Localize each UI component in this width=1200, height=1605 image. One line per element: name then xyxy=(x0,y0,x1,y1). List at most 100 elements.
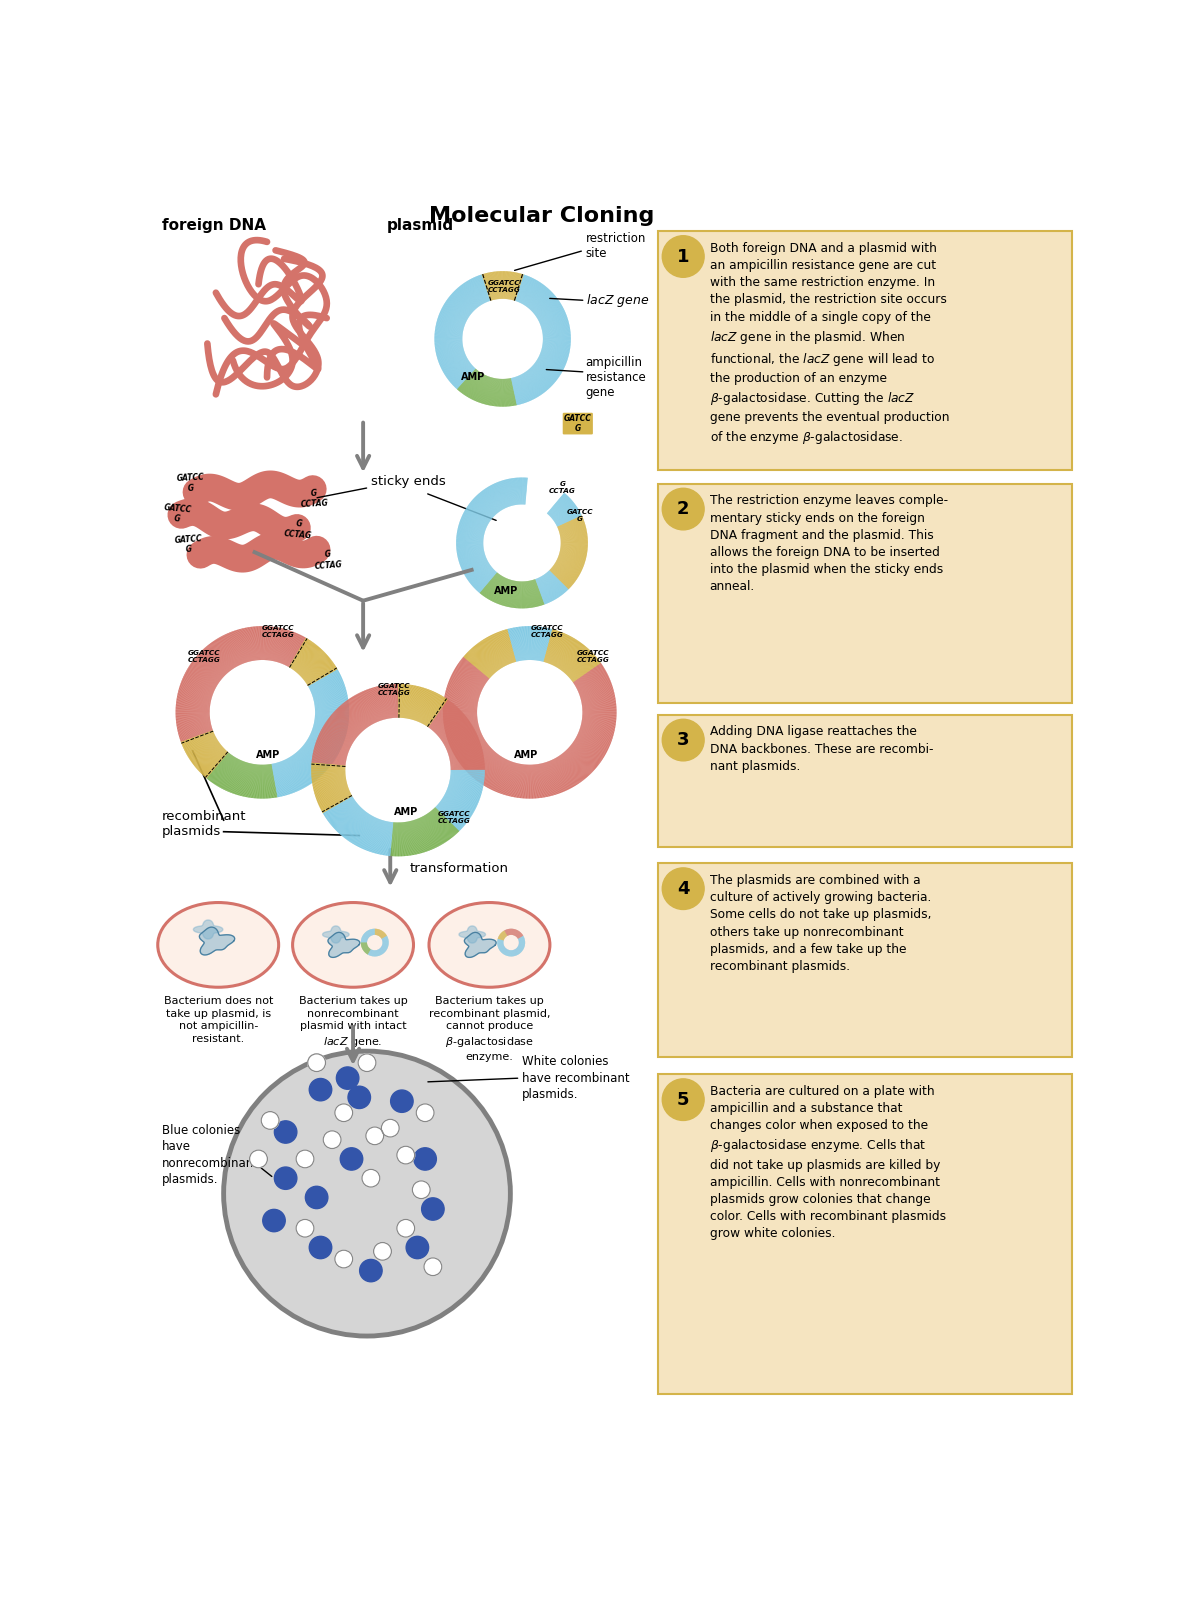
Wedge shape xyxy=(382,945,388,949)
Wedge shape xyxy=(384,685,390,719)
Wedge shape xyxy=(264,626,265,660)
Wedge shape xyxy=(416,689,430,721)
Wedge shape xyxy=(512,950,514,957)
Wedge shape xyxy=(538,578,548,603)
Wedge shape xyxy=(318,737,349,751)
Wedge shape xyxy=(472,568,493,586)
Wedge shape xyxy=(257,764,259,798)
Wedge shape xyxy=(526,581,528,608)
Wedge shape xyxy=(319,791,350,806)
Wedge shape xyxy=(544,629,553,661)
Wedge shape xyxy=(533,764,536,798)
Wedge shape xyxy=(448,297,470,315)
Wedge shape xyxy=(364,934,368,939)
Wedge shape xyxy=(382,937,388,941)
Wedge shape xyxy=(402,684,406,717)
Wedge shape xyxy=(312,761,346,766)
Wedge shape xyxy=(438,316,464,326)
Wedge shape xyxy=(198,748,224,772)
Wedge shape xyxy=(313,690,347,700)
Wedge shape xyxy=(485,488,500,510)
Wedge shape xyxy=(462,745,488,767)
Wedge shape xyxy=(450,777,484,782)
Wedge shape xyxy=(457,528,484,534)
Wedge shape xyxy=(497,578,508,603)
Wedge shape xyxy=(570,745,598,767)
Wedge shape xyxy=(484,377,492,404)
Wedge shape xyxy=(528,581,533,608)
Wedge shape xyxy=(362,936,368,939)
Wedge shape xyxy=(542,762,552,796)
Wedge shape xyxy=(467,281,481,305)
Wedge shape xyxy=(514,929,515,936)
Wedge shape xyxy=(511,628,518,661)
Wedge shape xyxy=(581,725,613,735)
Wedge shape xyxy=(406,685,410,719)
Wedge shape xyxy=(450,758,484,762)
Wedge shape xyxy=(318,735,349,750)
Wedge shape xyxy=(370,689,382,721)
Wedge shape xyxy=(518,937,524,941)
Wedge shape xyxy=(251,764,256,798)
Wedge shape xyxy=(450,762,485,766)
Wedge shape xyxy=(370,929,372,936)
Wedge shape xyxy=(316,742,348,754)
Wedge shape xyxy=(366,949,370,953)
Wedge shape xyxy=(557,637,575,668)
Wedge shape xyxy=(212,756,233,783)
Wedge shape xyxy=(446,687,480,697)
Wedge shape xyxy=(517,628,523,661)
Wedge shape xyxy=(566,750,592,774)
Wedge shape xyxy=(496,761,510,793)
Wedge shape xyxy=(274,764,281,796)
Wedge shape xyxy=(439,315,466,324)
Wedge shape xyxy=(190,666,218,684)
Wedge shape xyxy=(498,939,504,941)
Wedge shape xyxy=(457,289,476,310)
Wedge shape xyxy=(517,947,522,952)
Wedge shape xyxy=(480,377,490,403)
Wedge shape xyxy=(379,949,382,955)
Wedge shape xyxy=(248,628,254,661)
Wedge shape xyxy=(299,650,323,676)
Wedge shape xyxy=(377,950,379,955)
Wedge shape xyxy=(560,547,588,552)
FancyBboxPatch shape xyxy=(658,863,1073,1058)
Wedge shape xyxy=(216,756,234,785)
Wedge shape xyxy=(564,751,588,777)
Wedge shape xyxy=(517,276,528,302)
Wedge shape xyxy=(362,937,367,939)
Circle shape xyxy=(362,1170,379,1188)
Wedge shape xyxy=(340,706,364,732)
Wedge shape xyxy=(329,802,356,823)
Wedge shape xyxy=(367,949,371,953)
Wedge shape xyxy=(517,947,523,950)
Wedge shape xyxy=(460,520,486,530)
Wedge shape xyxy=(541,323,569,331)
Wedge shape xyxy=(451,766,485,767)
Wedge shape xyxy=(481,573,498,594)
Wedge shape xyxy=(320,793,352,809)
Wedge shape xyxy=(313,750,347,758)
Wedge shape xyxy=(386,684,391,717)
Wedge shape xyxy=(500,934,505,937)
Wedge shape xyxy=(532,366,552,385)
Wedge shape xyxy=(514,929,515,936)
Wedge shape xyxy=(344,811,366,838)
Wedge shape xyxy=(269,764,275,798)
Wedge shape xyxy=(319,733,350,748)
Wedge shape xyxy=(312,730,344,742)
Wedge shape xyxy=(439,716,467,738)
Wedge shape xyxy=(334,806,360,830)
Wedge shape xyxy=(440,719,469,740)
Wedge shape xyxy=(457,549,484,554)
Wedge shape xyxy=(520,376,532,401)
Wedge shape xyxy=(503,949,506,953)
Wedge shape xyxy=(371,820,382,852)
Wedge shape xyxy=(467,565,490,579)
Wedge shape xyxy=(454,669,484,687)
Wedge shape xyxy=(443,714,478,717)
Wedge shape xyxy=(383,822,390,855)
Wedge shape xyxy=(308,738,338,754)
Wedge shape xyxy=(450,777,484,782)
